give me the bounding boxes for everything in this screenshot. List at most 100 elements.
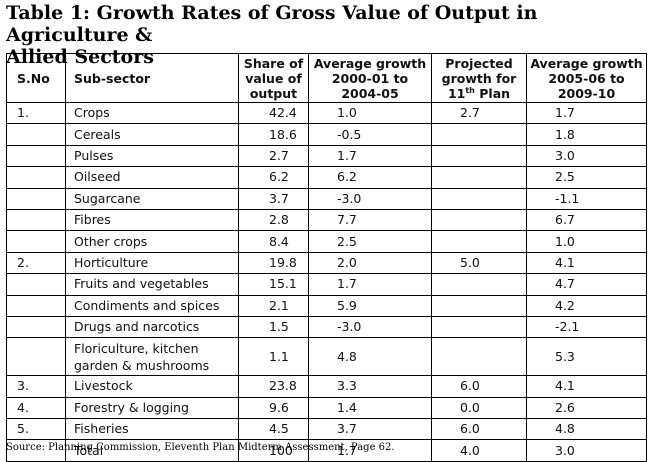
cell-subsector: Fruits and vegetables [65,273,239,296]
cell-subsector: Condiments and spices [65,294,239,317]
cell-growth-2005-10: 5.3 [526,337,647,377]
cell-subsector: Forestry & logging [65,396,239,420]
cell-growth-2005-10: 3.0 [526,144,647,168]
cell-sno [6,187,66,210]
cell-growth-2000-05: -0.5 [308,123,432,146]
cell-share: 18.6 [238,123,309,146]
cell-share: 1.5 [238,315,309,339]
cell-sno [6,144,66,168]
cell-sno: 2. [6,251,66,275]
cell-projected-growth [431,315,527,339]
cell-growth-2005-10: 4.7 [526,273,647,296]
cell-growth-2005-10: 4.8 [526,418,647,441]
cell-subsector: Fisheries [65,418,239,441]
table-row: 3. Livestock 23.8 3.3 6.0 4.1 [6,375,647,398]
cell-growth-2005-10: -2.1 [526,315,647,339]
cell-projected-growth [431,273,527,296]
header-row: S.No Sub-sector Share of value of output… [6,53,647,103]
cell-growth-2005-10: 6.7 [526,208,647,232]
table-row: Pulses 2.7 1.7 3.0 [6,144,647,168]
cell-growth-2000-05: 1.7 [308,144,432,168]
cell-subsector: Sugarcane [65,187,239,210]
cell-growth-2000-05: 2.0 [308,251,432,275]
source-note: Source: Planning Commission, Eleventh Pl… [6,442,395,453]
cell-sno [6,294,66,317]
cell-share: 2.1 [238,294,309,317]
growth-rates-table: S.No Sub-sector Share of value of output… [6,53,647,462]
table-row: 5. Fisheries 4.5 3.7 6.0 4.8 [6,418,647,441]
cell-growth-2005-10: 1.7 [526,101,647,125]
table-title-line1: Table 1: Growth Rates of Gross Value of … [6,2,538,46]
cell-subsector: Fibres [65,208,239,232]
cell-subsector: Pulses [65,144,239,168]
cell-projected-growth [431,230,527,253]
header-subsector: Sub-sector [65,53,239,103]
cell-growth-2000-05: 5.9 [308,294,432,317]
cell-projected-growth [431,208,527,232]
table-row: Sugarcane 3.7 -3.0 -1.1 [6,187,647,210]
cell-sno [6,273,66,296]
table-row: Other crops 8.4 2.5 1.0 [6,230,647,253]
cell-share: 3.7 [238,187,309,210]
header-sno: S.No [6,53,66,103]
cell-growth-2000-05: 1.4 [308,396,432,420]
cell-projected-growth [431,144,527,168]
cell-growth-2000-05: 2.5 [308,230,432,253]
cell-share: 4.5 [238,418,309,441]
cell-growth-2000-05: 6.2 [308,166,432,189]
cell-projected-growth [431,187,527,210]
cell-subsector: Oilseed [65,166,239,189]
header-projected-sup: th [465,85,475,95]
header-projected-growth: Projected growth for 11th Plan [431,53,527,103]
table-row: Fruits and vegetables 15.1 1.7 4.7 [6,273,647,296]
cell-projected-growth: 4.0 [431,439,527,462]
cell-projected-growth: 6.0 [431,375,527,398]
cell-share: 2.7 [238,144,309,168]
header-growth-2000-05: Average growth 2000-01 to 2004-05 [308,53,432,103]
cell-growth-2005-10: 4.1 [526,251,647,275]
table-row: Oilseed 6.2 6.2 2.5 [6,166,647,189]
cell-subsector: Floriculture, kitchen garden & mushrooms [65,337,239,377]
cell-sno: 4. [6,396,66,420]
cell-sno: 5. [6,418,66,441]
cell-growth-2000-05: 1.0 [308,101,432,125]
cell-subsector: Drugs and narcotics [65,315,239,339]
table-row: 1. Crops 42.4 1.0 2.7 1.7 [6,101,647,125]
cell-growth-2000-05: 4.8 [308,337,432,377]
cell-growth-2000-05: 7.7 [308,208,432,232]
table-row: Fibres 2.8 7.7 6.7 [6,208,647,232]
cell-projected-growth: 0.0 [431,396,527,420]
cell-growth-2005-10: 4.2 [526,294,647,317]
cell-growth-2000-05: -3.0 [308,187,432,210]
table-row: 2. Horticulture 19.8 2.0 5.0 4.1 [6,251,647,275]
cell-growth-2000-05: 1.7 [308,273,432,296]
cell-projected-growth [431,123,527,146]
cell-share: 19.8 [238,251,309,275]
cell-share: 1.1 [238,337,309,377]
table-row: Drugs and narcotics 1.5 -3.0 -2.1 [6,315,647,339]
cell-sno: 1. [6,101,66,125]
cell-projected-growth [431,166,527,189]
cell-share: 9.6 [238,396,309,420]
table-row: Floriculture, kitchen garden & mushrooms… [6,337,647,377]
cell-sno: 3. [6,375,66,398]
cell-share: 15.1 [238,273,309,296]
cell-projected-growth [431,337,527,377]
cell-growth-2005-10: 1.0 [526,230,647,253]
cell-projected-growth: 5.0 [431,251,527,275]
header-share: Share of value of output [238,53,309,103]
cell-sno [6,315,66,339]
cell-growth-2000-05: 3.7 [308,418,432,441]
cell-share: 23.8 [238,375,309,398]
cell-subsector: Other crops [65,230,239,253]
cell-subsector: Crops [65,101,239,125]
cell-growth-2000-05: -3.0 [308,315,432,339]
cell-growth-2005-10: 2.6 [526,396,647,420]
cell-sno [6,230,66,253]
cell-share: 2.8 [238,208,309,232]
cell-sno [6,337,66,377]
cell-subsector: Cereals [65,123,239,146]
table-row: Condiments and spices 2.1 5.9 4.2 [6,294,647,317]
table-body: 1. Crops 42.4 1.0 2.7 1.7 Cereals 18.6 -0.5 1.8 Pu… [6,101,647,462]
cell-growth-2005-10: -1.1 [526,187,647,210]
